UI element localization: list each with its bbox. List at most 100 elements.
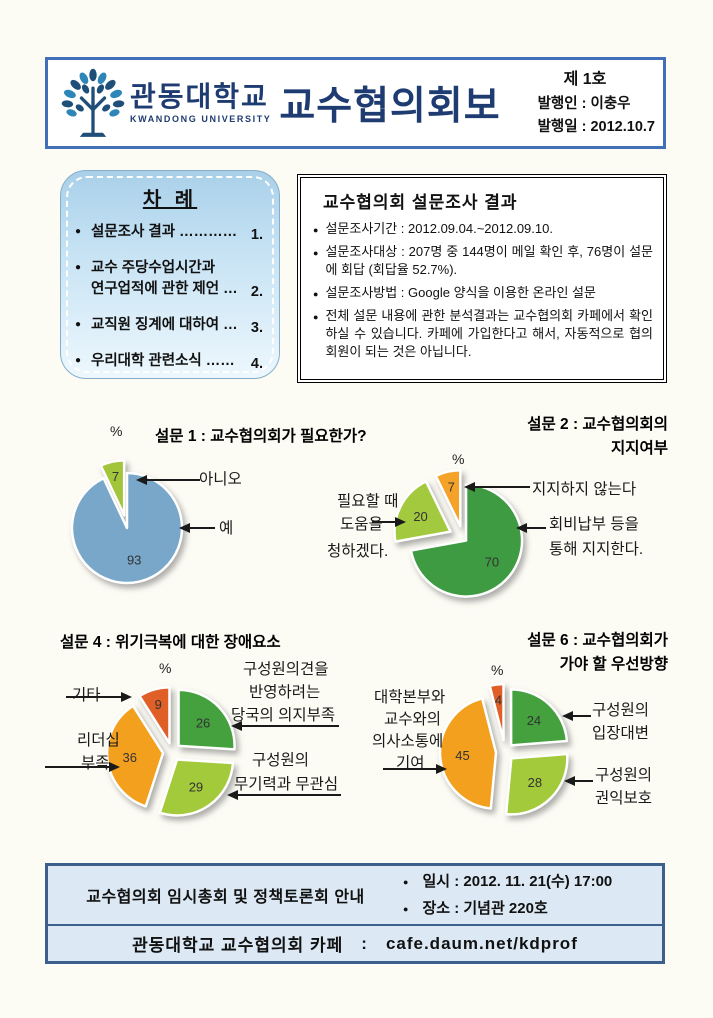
svg-text:24: 24: [527, 713, 541, 728]
callout-arrow-icon: [66, 696, 130, 698]
toc-page-number: 2.: [250, 284, 263, 300]
pie-chart-q2: 70 20 7: [388, 463, 538, 613]
svg-text:7: 7: [448, 480, 455, 495]
svg-text:26: 26: [196, 715, 210, 730]
notice-title: 교수협의회 임시총회 및 정책토론회 안내: [86, 889, 365, 906]
svg-text:93: 93: [127, 553, 141, 568]
survey-summary-box: 교수협의회 설문조사 결과 설문조사기간 : 2012.09.04.~2012.…: [297, 174, 667, 383]
svg-text:9: 9: [155, 697, 162, 712]
callout-arrow-icon: [383, 768, 445, 770]
bullet-icon: [75, 315, 91, 335]
issue-info: 제 1호 발행인 : 이충우 발행일 : 2012.10.7: [538, 67, 655, 139]
svg-text:28: 28: [528, 775, 542, 790]
chart-q4-label-apathy-2: 무기력과 무관심: [234, 776, 339, 793]
chart-q6-label-represent-2: 입장대변: [592, 725, 650, 742]
callout-arrow-icon: [229, 794, 341, 796]
callout-arrow-icon: [518, 527, 546, 529]
chart-q4-title: 설문 4 : 위기극복에 대한 장애요소: [60, 634, 281, 651]
publisher: 발행인 : 이충우: [537, 95, 631, 112]
bullet-icon: [313, 307, 318, 361]
callout-arrow-icon: [138, 479, 200, 481]
chart-q1-title: 설문 1 : 교수협의회가 필요한가?: [155, 428, 367, 445]
callout-arrow-icon: [566, 780, 593, 782]
chart-q2-label-help-1: 필요할 때: [337, 493, 399, 510]
cafe-info: 관동대학교 교수협의회 카페 : cafe.daum.net/kdprof: [48, 924, 662, 961]
chart-q4-label-apathy-1: 구성원의: [252, 752, 310, 769]
survey-bullet: 설문조사기간 : 2012.09.04.~2012.09.10.: [313, 220, 653, 238]
svg-text:7: 7: [112, 469, 119, 484]
survey-box-title: 교수협의회 설문조사 결과: [323, 193, 518, 212]
bullet-icon: [403, 895, 422, 922]
chart-q2-label-support-1: 회비납부 등을: [549, 516, 639, 533]
survey-bullet: 전체 설문 내용에 관한 분석결과는 교수협의회 카페에서 확인하실 수 있습니…: [313, 307, 653, 361]
callout-arrow-icon: [233, 725, 339, 727]
callout-arrow-icon: [181, 527, 215, 529]
notice-box: 교수협의회 임시총회 및 정책토론회 안내 일시 : 2012. 11. 21(…: [45, 863, 665, 964]
svg-text:36: 36: [123, 750, 137, 765]
svg-text:45: 45: [455, 748, 469, 763]
chart-q2-unit: %: [452, 451, 465, 467]
callout-arrow-icon: [564, 715, 591, 717]
toc-item: 교수 주당수업시간과 연구업적에 관한 제언 … 2.: [75, 258, 263, 300]
cafe-name: 관동대학교 교수협의회 카페: [132, 936, 344, 955]
bullet-icon: [403, 868, 422, 895]
university-name-en: KWANDONG UNIVERSITY: [130, 113, 272, 124]
toc-item-label: 연구업적에 관한 제언 …: [91, 281, 238, 297]
chart-q2-label-help-3: 청하겠다.: [327, 543, 389, 560]
chart-q6-label-comm-2: 교수와의: [384, 711, 442, 728]
cafe-url: cafe.daum.net/kdprof: [385, 933, 578, 953]
chart-q6-title: 설문 6 : 교수협의회가 가야 할 우선방향: [527, 632, 668, 673]
chart-q1-label-yes: 예: [219, 520, 234, 537]
chart-q2-label-not-support: 지지하지 않는다: [532, 481, 637, 498]
table-of-contents: 차 례 설문조사 결과 ………… 1. 교수 주당수업시간과 연구업적에 관한 …: [60, 170, 280, 379]
bullet-icon: [313, 284, 318, 302]
callout-arrow-icon: [466, 486, 530, 488]
chart-q4-label-etc: 기타: [72, 683, 101, 705]
chart-q4-label-leader-1: 리더십: [77, 732, 120, 749]
toc-page-number: 1.: [250, 227, 263, 243]
toc-item: 교직원 징계에 대하여 … 3.: [75, 315, 263, 336]
chart-q4-label-authority-1: 구성원의견을: [243, 661, 329, 678]
toc-item: 우리대학 관련소식 …… 4.: [75, 351, 263, 372]
issue-number: 제 1호: [563, 71, 607, 89]
pie-chart-q4: 26 29 36 9: [97, 677, 247, 827]
callout-arrow-icon: [372, 521, 404, 523]
bullet-icon: [75, 351, 91, 371]
svg-text:29: 29: [189, 780, 203, 795]
chart-q6-label-rights-2: 권익보호: [595, 790, 653, 807]
chart-q6-label-comm-3: 의사소통에: [372, 733, 444, 750]
notice-datetime: 일시 : 2012. 11. 21(수) 17:00: [403, 868, 662, 895]
svg-text:4: 4: [495, 693, 502, 708]
svg-text:70: 70: [485, 555, 499, 570]
chart-q4-unit: %: [159, 660, 172, 676]
toc-item-label: 우리대학 관련소식 ……: [91, 353, 235, 369]
chart-q2-title: 설문 2 : 교수협의회의 지지여부: [527, 416, 668, 457]
svg-text:20: 20: [413, 509, 427, 524]
publish-date: 발행일 : 2012.10.7: [537, 118, 655, 135]
toc-item-label: 교수 주당수업시간과: [91, 260, 216, 276]
chart-q4-label-authority-2: 반영하려는: [249, 684, 321, 701]
survey-bullet: 설문조사대상 : 207명 중 144명이 메일 확인 후, 76명이 설문에 …: [313, 243, 653, 279]
chart-q4-label-leader-2: 부족: [81, 755, 110, 772]
toc-page-number: 4.: [250, 356, 263, 372]
newsletter-title: 교수협의회보: [279, 85, 501, 128]
toc-item-label: 교직원 징계에 대하여 …: [91, 317, 238, 333]
chart-q6-label-represent-1: 구성원의: [592, 702, 650, 719]
university-name: 관동대학교 KWANDONG UNIVERSITY: [130, 81, 272, 124]
chart-q6-label-rights-1: 구성원의: [595, 767, 653, 784]
toc-item: 설문조사 결과 ………… 1.: [75, 222, 263, 243]
bullet-icon: [313, 220, 318, 238]
chart-q2-label-support-2: 통해 지지한다.: [549, 541, 644, 558]
pie-chart-q6: 24 28 45 4: [430, 677, 580, 827]
survey-bullet: 설문조사방법 : Google 양식을 이용한 온라인 설문: [313, 284, 653, 302]
chart-q1-label-no: 아니오: [199, 471, 242, 488]
toc-title: 차 례: [142, 189, 198, 211]
toc-page-number: 3.: [250, 320, 263, 336]
callout-arrow-icon: [45, 766, 118, 768]
bullet-icon: [75, 222, 91, 242]
chart-q1-unit: %: [110, 423, 123, 439]
pie-chart-q1: 93 7: [52, 453, 202, 603]
bullet-icon: [75, 258, 91, 278]
university-name-kr: 관동대학교: [130, 81, 269, 113]
